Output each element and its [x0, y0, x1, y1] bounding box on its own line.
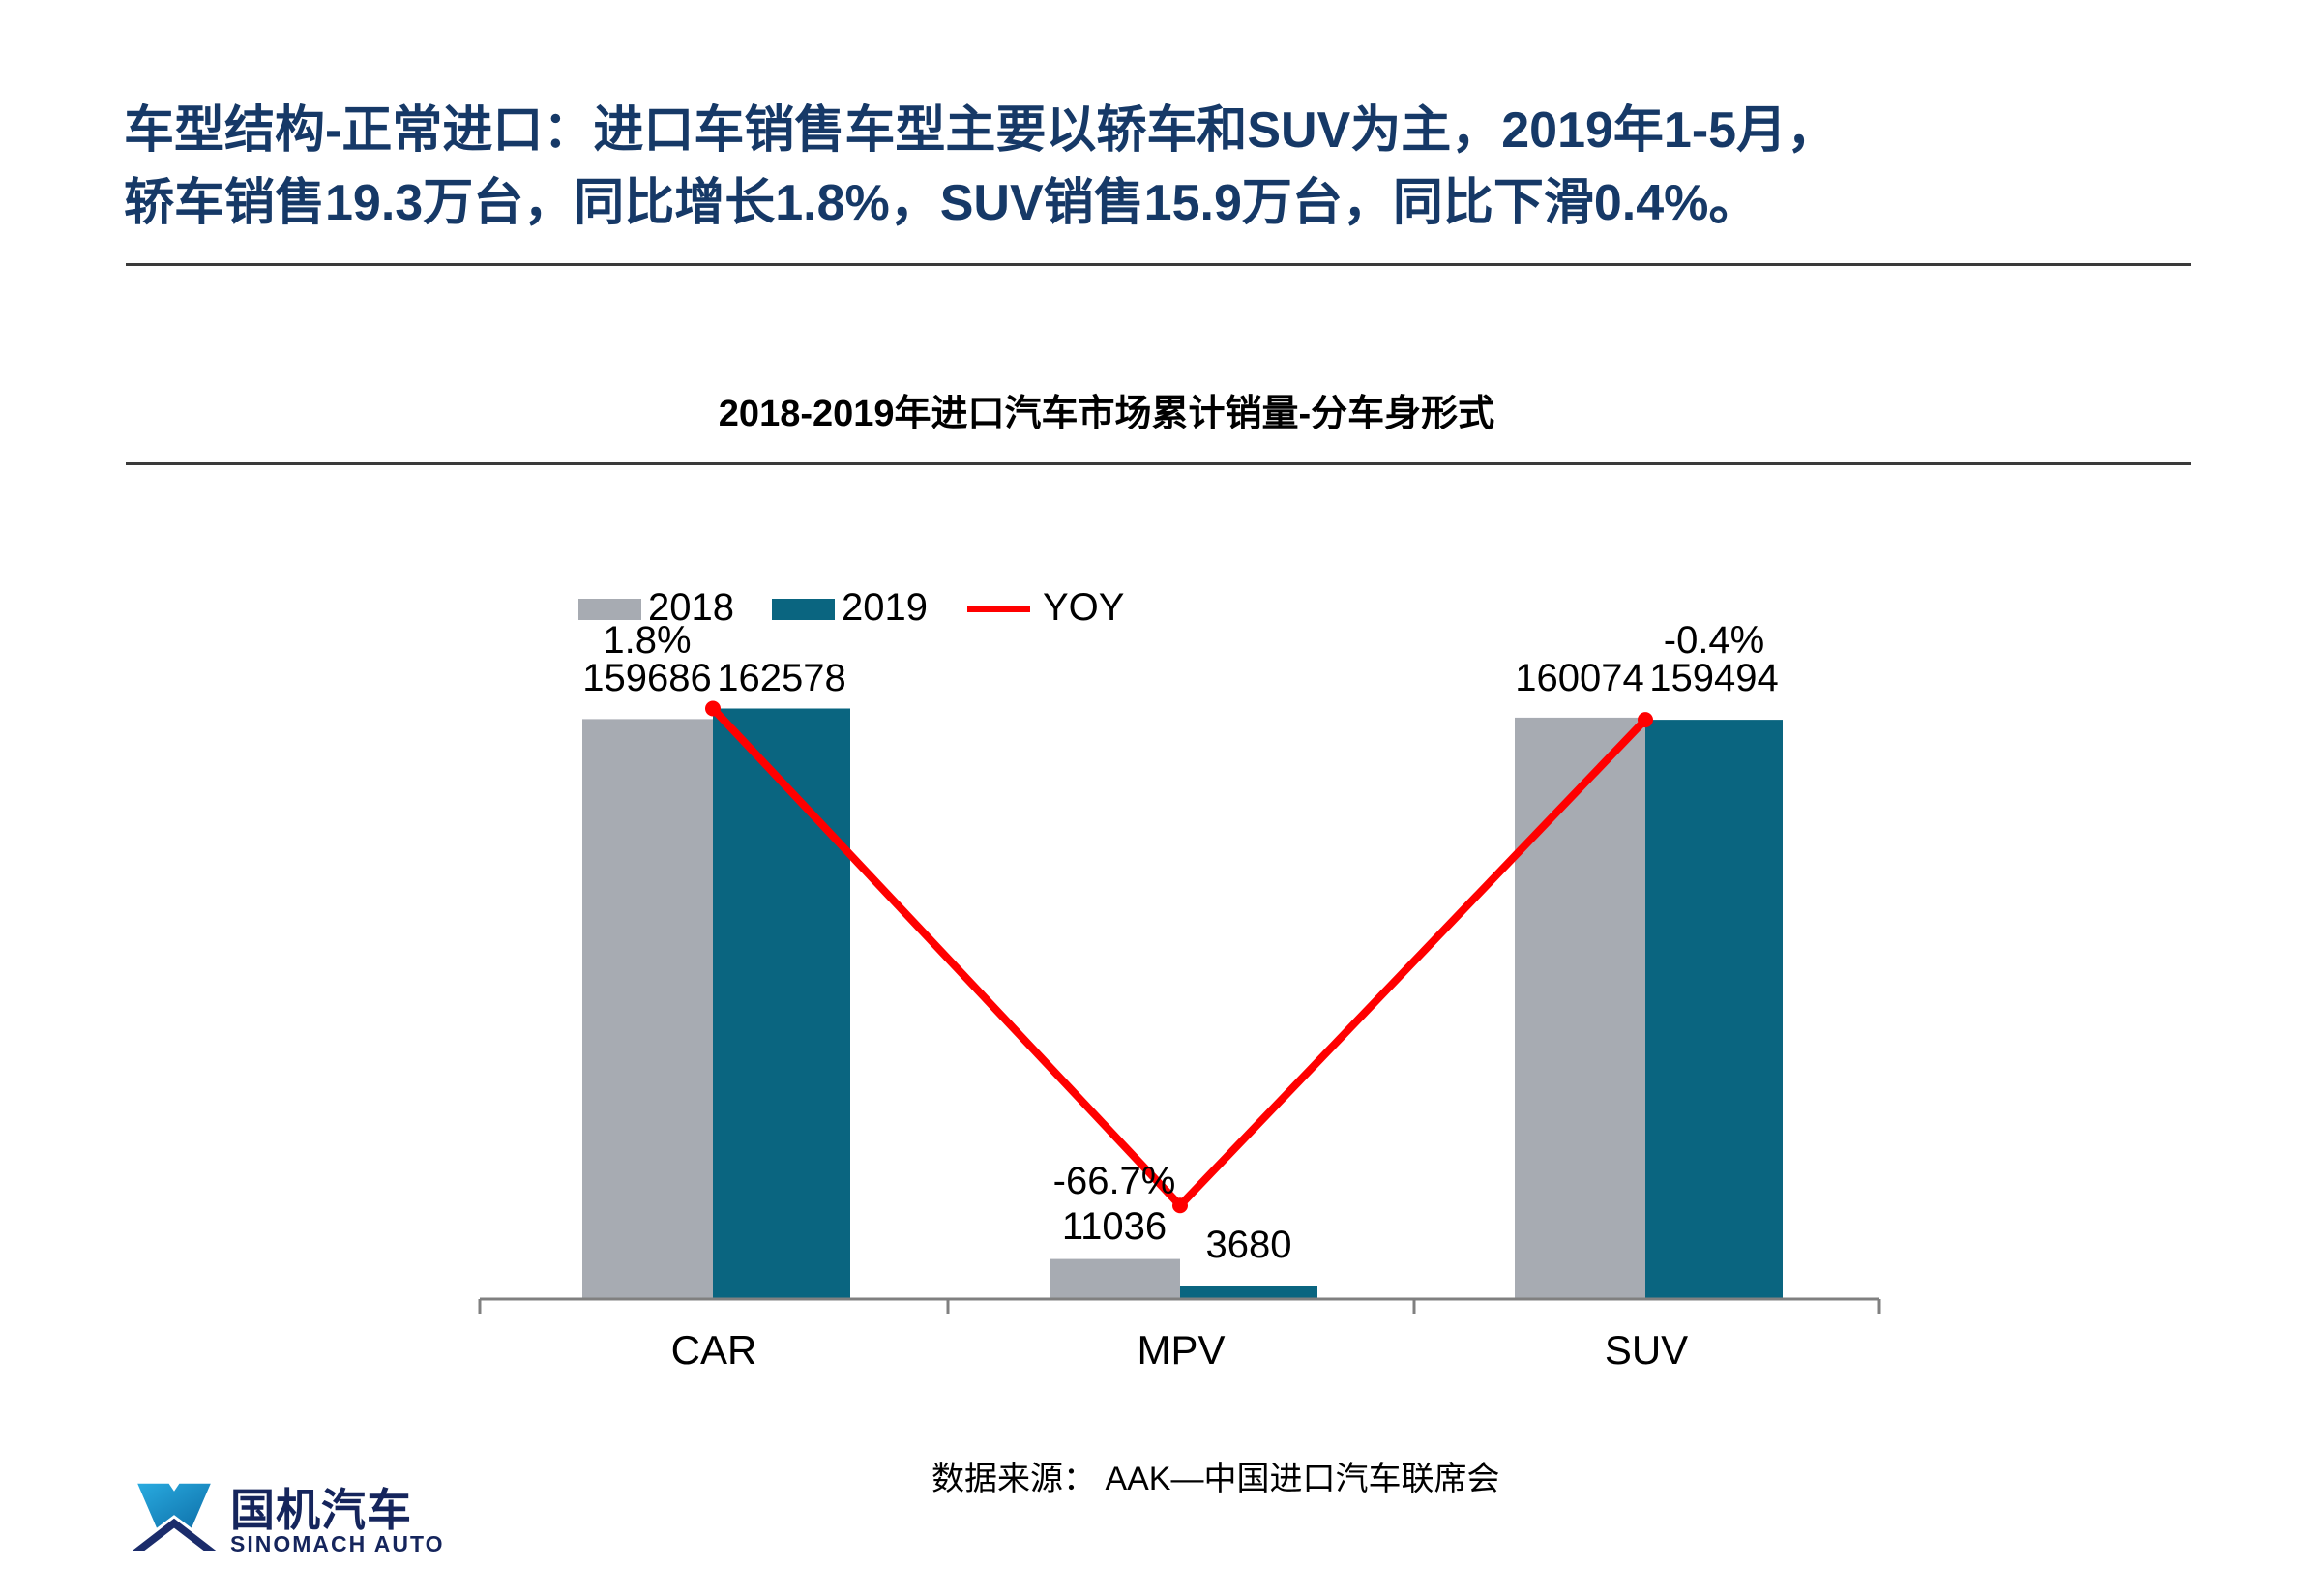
- svg-text:CAR: CAR: [671, 1327, 757, 1373]
- svg-text:2019: 2019: [842, 586, 928, 629]
- svg-text:159494: 159494: [1649, 657, 1778, 699]
- svg-text:SUV: SUV: [1605, 1327, 1688, 1373]
- svg-text:MPV: MPV: [1137, 1327, 1225, 1373]
- svg-text:YOY: YOY: [1043, 586, 1124, 629]
- svg-text:3680: 3680: [1206, 1224, 1292, 1266]
- svg-text:162578: 162578: [717, 657, 845, 699]
- svg-text:数据来源： AAK—中国进口汽车联席会: 数据来源： AAK—中国进口汽车联席会: [931, 1461, 1499, 1497]
- svg-text:159686: 159686: [582, 657, 711, 699]
- svg-text:160074: 160074: [1515, 657, 1643, 699]
- svg-text:11036: 11036: [1062, 1205, 1167, 1248]
- svg-text:-66.7%: -66.7%: [1053, 1160, 1176, 1202]
- svg-text:-0.4%: -0.4%: [1664, 619, 1765, 662]
- svg-text:1.8%: 1.8%: [603, 619, 691, 662]
